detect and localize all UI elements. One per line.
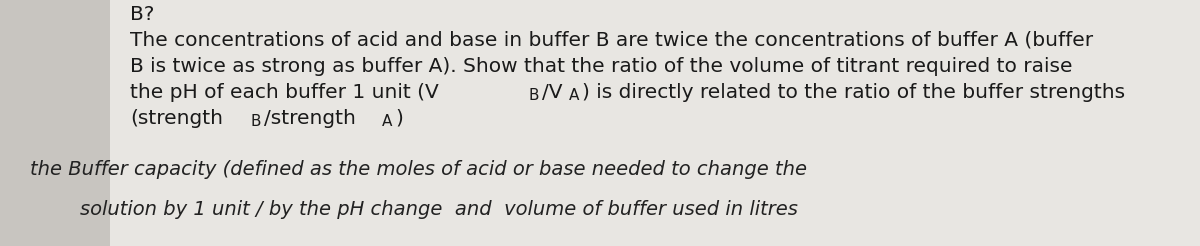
Text: the Buffer capacity (defined as the moles of acid or base needed to change the: the Buffer capacity (defined as the mole… — [30, 160, 808, 179]
Text: /V: /V — [542, 83, 563, 102]
Text: B?: B? — [130, 5, 155, 24]
Text: the pH of each buffer 1 unit (V: the pH of each buffer 1 unit (V — [130, 83, 439, 102]
Text: /strength: /strength — [264, 109, 355, 128]
Text: solution by 1 unit / by the pH change  and  volume of buffer used in litres: solution by 1 unit / by the pH change an… — [80, 200, 798, 219]
Text: The concentrations of acid and base in buffer B are twice the concentrations of : The concentrations of acid and base in b… — [130, 31, 1093, 50]
FancyBboxPatch shape — [0, 0, 110, 246]
Text: ) is directly related to the ratio of the buffer strengths: ) is directly related to the ratio of th… — [582, 83, 1124, 102]
Text: B: B — [528, 88, 539, 103]
Text: B is twice as strong as buffer A). Show that the ratio of the volume of titrant : B is twice as strong as buffer A). Show … — [130, 57, 1073, 76]
Text: ): ) — [396, 109, 403, 128]
Text: A: A — [382, 114, 392, 129]
Text: B: B — [250, 114, 260, 129]
Text: A: A — [569, 88, 578, 103]
Text: (strength: (strength — [130, 109, 223, 128]
